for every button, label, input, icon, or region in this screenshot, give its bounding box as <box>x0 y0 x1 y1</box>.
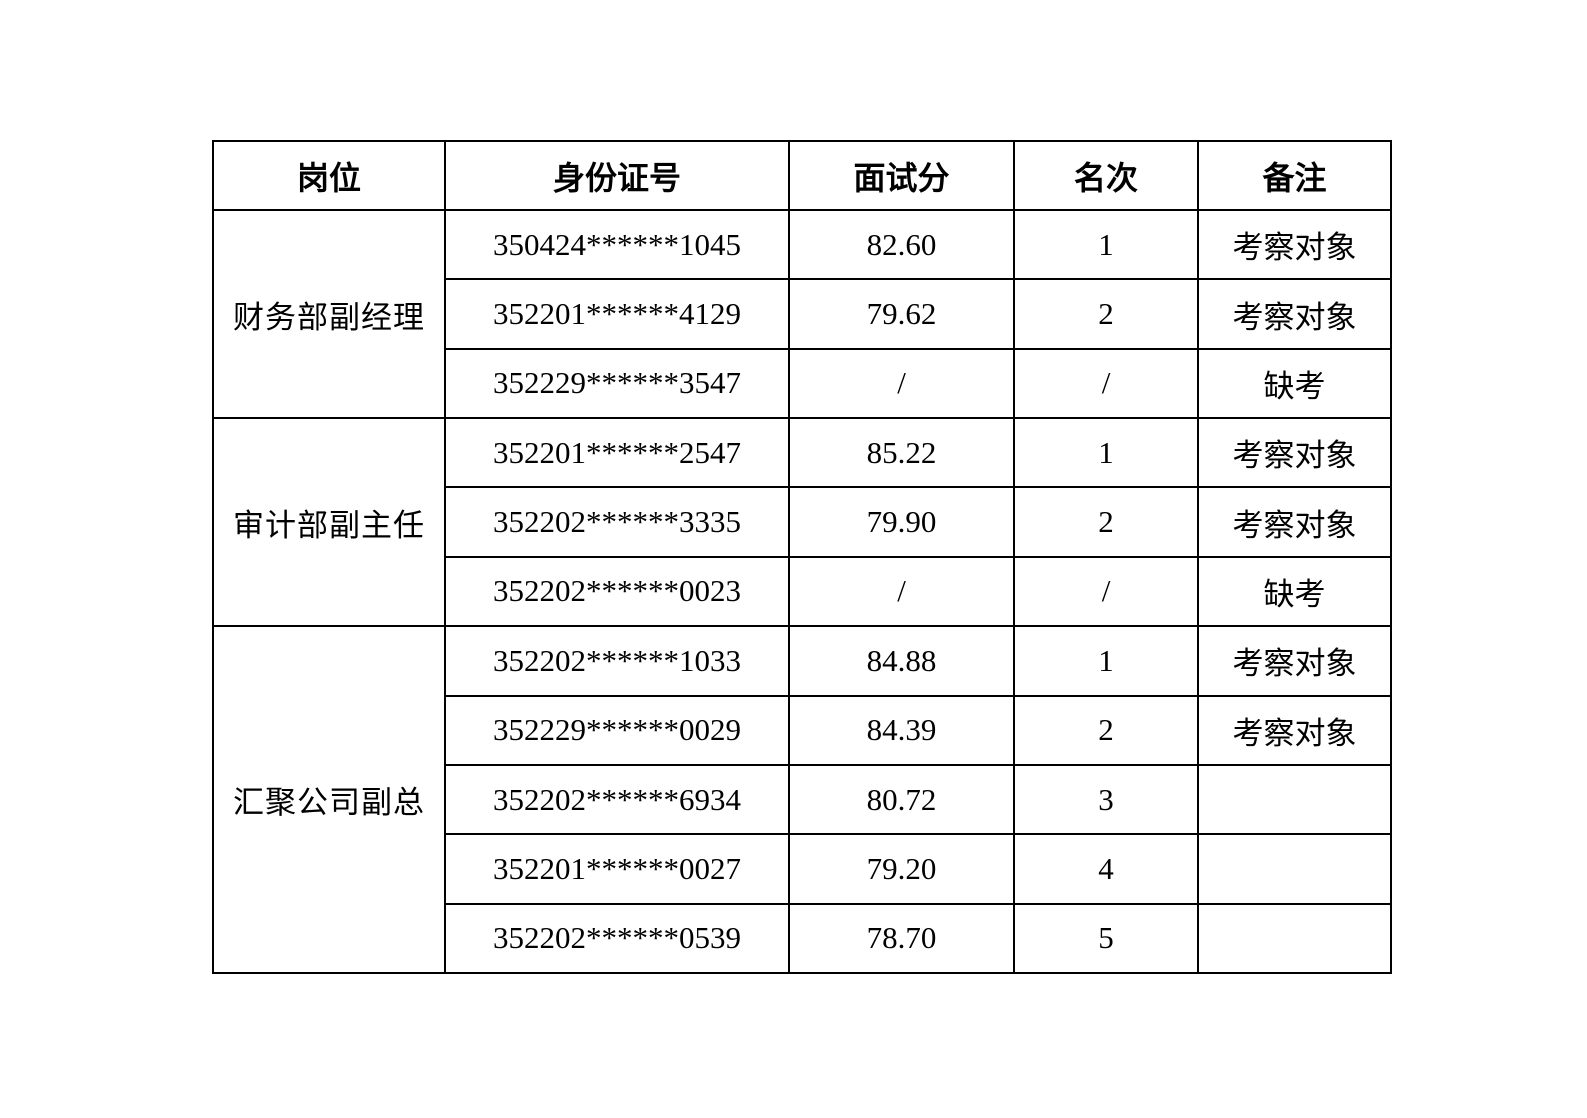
rank-cell: / <box>1013 555 1199 628</box>
header-id-number: 身份证号 <box>444 140 790 211</box>
remark-cell: 考察对象 <box>1197 486 1392 558</box>
table-row: 352202******3335 79.90 2 考察对象 <box>213 486 1392 558</box>
interview-score-cell: 84.39 <box>788 694 1015 766</box>
header-rank: 名次 <box>1013 140 1199 211</box>
results-table: 岗位 身份证号 面试分 名次 备注 财务部副经理 350424******1045… <box>212 140 1392 975</box>
remark-cell: 缺考 <box>1197 555 1392 628</box>
rank-cell: 4 <box>1013 833 1199 905</box>
table-row: 352201******4129 79.62 2 考察对象 <box>213 278 1392 350</box>
remark-cell <box>1197 902 1392 975</box>
interview-score-cell: 78.70 <box>788 902 1015 975</box>
id-number-cell: 352202******0023 <box>444 555 790 628</box>
table-row: 352229******0029 84.39 2 考察对象 <box>213 694 1392 766</box>
rank-cell: 2 <box>1013 278 1199 350</box>
table-row: 352202******0023// 缺考 <box>213 555 1392 628</box>
interview-score-cell: 80.72 <box>788 763 1015 836</box>
remark-cell: 考察对象 <box>1197 694 1392 766</box>
table-row: 352201******0027 79.20 4 <box>213 833 1392 905</box>
position-cell: 汇聚公司副总 <box>212 625 446 974</box>
interview-score-cell: 79.62 <box>788 278 1015 350</box>
id-number-cell: 352201******0027 <box>444 833 790 905</box>
remark-cell <box>1197 763 1392 836</box>
rank-cell: 2 <box>1013 486 1199 558</box>
rank-cell: 5 <box>1013 902 1199 975</box>
header-interview-score: 面试分 <box>788 140 1015 211</box>
id-number-cell: 350424******1045 <box>444 208 790 281</box>
id-number-cell: 352201******2547 <box>444 417 790 489</box>
id-number-cell: 352202******3335 <box>444 486 790 558</box>
table-body: 财务部副经理 350424******1045 82.60 1 考察对象 352201**… <box>212 208 1392 975</box>
table-row: 352229******3547// 缺考 <box>213 347 1392 420</box>
id-number-cell: 352229******0029 <box>444 694 790 766</box>
rank-cell: 1 <box>1013 208 1199 281</box>
table-row: 汇聚公司副总 352202******1033 84.88 1 考察对象 <box>212 625 1392 974</box>
position-cell: 财务部副经理 <box>212 208 446 420</box>
id-number-cell: 352202******1033 <box>444 625 790 697</box>
id-number-cell: 352202******6934 <box>444 763 790 836</box>
remark-cell: 考察对象 <box>1197 625 1392 697</box>
remark-cell <box>1197 833 1392 905</box>
table-row: 352202******0539 78.70 5 <box>213 902 1392 975</box>
rank-cell: 3 <box>1013 763 1199 836</box>
interview-score-cell: / <box>788 347 1015 420</box>
rank-cell: 1 <box>1013 417 1199 489</box>
interview-score-cell: 84.88 <box>788 625 1015 697</box>
rank-cell: / <box>1013 347 1199 420</box>
table-header-row: 岗位 身份证号 面试分 名次 备注 <box>212 140 1392 211</box>
header-remark: 备注 <box>1197 140 1392 211</box>
table-row: 审计部副主任 352201******2547 85.22 1 考察对象 <box>212 417 1392 628</box>
table-row: 财务部副经理 350424******1045 82.60 1 考察对象 <box>212 208 1392 420</box>
id-number-cell: 352201******4129 <box>444 278 790 350</box>
id-number-cell: 352202******0539 <box>444 902 790 975</box>
interview-score-cell: 79.20 <box>788 833 1015 905</box>
header-position: 岗位 <box>212 140 446 211</box>
remark-cell: 缺考 <box>1197 347 1392 420</box>
position-cell: 审计部副主任 <box>212 417 446 628</box>
table-row: 352202******6934 80.72 3 <box>213 763 1392 836</box>
id-number-cell: 352229******3547 <box>444 347 790 420</box>
remark-cell: 考察对象 <box>1197 417 1392 489</box>
interview-score-cell: 85.22 <box>788 417 1015 489</box>
remark-cell: 考察对象 <box>1197 278 1392 350</box>
rank-cell: 2 <box>1013 694 1199 766</box>
remark-cell: 考察对象 <box>1197 208 1392 281</box>
interview-score-cell: 82.60 <box>788 208 1015 281</box>
interview-score-cell: / <box>788 555 1015 628</box>
interview-score-cell: 79.90 <box>788 486 1015 558</box>
rank-cell: 1 <box>1013 625 1199 697</box>
